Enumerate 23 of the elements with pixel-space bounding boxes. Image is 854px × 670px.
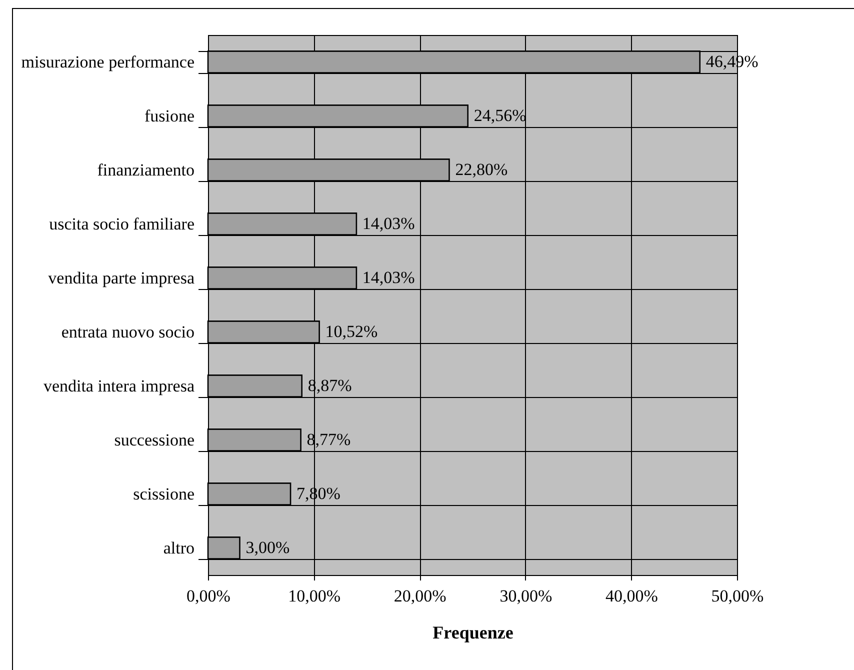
- x-tick-label: 50,00%: [711, 586, 764, 606]
- y-tick-label: successione: [114, 430, 194, 450]
- data-label: 14,03%: [362, 214, 415, 233]
- data-label: 10,52%: [325, 322, 378, 341]
- data-label: 3,00%: [246, 538, 290, 557]
- y-tick-label: fusione: [144, 106, 194, 126]
- y-tick-label: uscita socio familiare: [49, 214, 194, 234]
- y-tick-label: scissione: [133, 484, 194, 504]
- x-tick-label: 40,00%: [605, 586, 658, 606]
- data-label: 22,80%: [455, 160, 508, 179]
- y-tick-label: entrata nuovo socio: [61, 322, 194, 342]
- y-tick-label: vendita parte impresa: [48, 268, 195, 288]
- x-tick-label: 10,00%: [288, 586, 341, 606]
- x-tick-label: 20,00%: [394, 586, 446, 606]
- x-tick-label: 0,00%: [186, 586, 230, 606]
- y-tick-label: misurazione performance: [21, 52, 194, 72]
- y-tick-label: altro: [163, 538, 194, 558]
- x-tick-label: 30,00%: [500, 586, 552, 606]
- data-label: 14,03%: [362, 268, 415, 287]
- data-label: 24,56%: [474, 106, 526, 125]
- y-tick-label: vendita intera impresa: [43, 376, 195, 396]
- y-tick-label: finanziamento: [97, 160, 194, 180]
- x-axis-title: Frequenze: [432, 622, 514, 642]
